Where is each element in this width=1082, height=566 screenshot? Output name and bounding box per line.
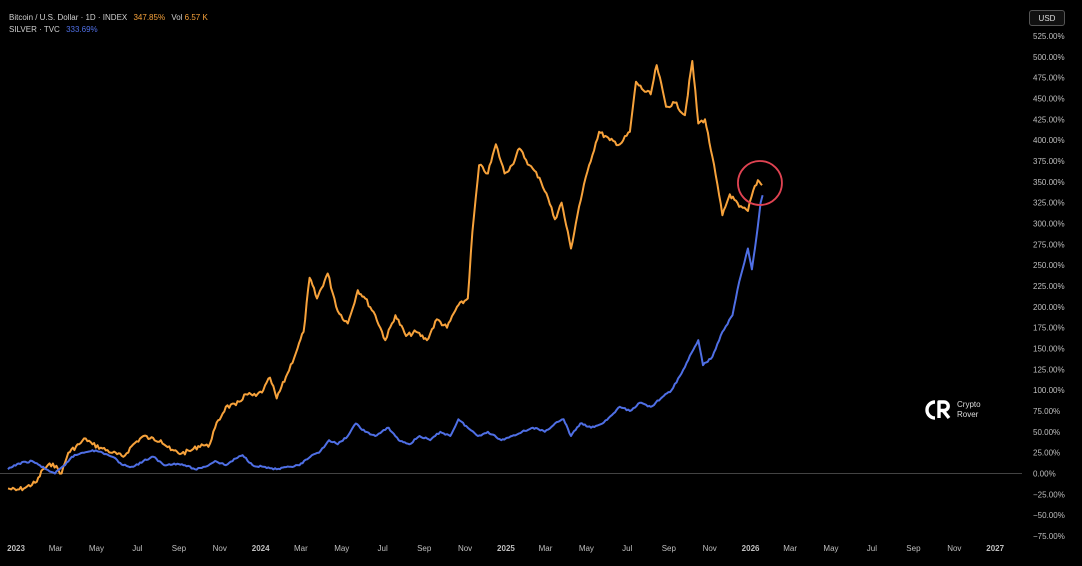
y-tick-label: 250.00% (1033, 261, 1065, 270)
x-axis: 2023 Mar May Jul Sep Nov 2024 Mar May Jul Sep Nov 20… (7, 544, 1004, 553)
y-tick-label: 175.00% (1033, 324, 1065, 333)
cr-logo-icon (925, 400, 951, 420)
watermark-logo: Crypto Rover (924, 398, 994, 422)
y-tick-label: 525.00% (1033, 32, 1065, 41)
x-tick-label: May (89, 544, 104, 553)
x-tick-label: Sep (906, 544, 921, 553)
currency-button[interactable]: USD (1029, 10, 1065, 26)
x-tick-label: Sep (417, 544, 432, 553)
silver-series-line[interactable] (7, 194, 764, 475)
x-tick-label: May (334, 544, 349, 553)
x-tick-label: Nov (947, 544, 961, 553)
highlight-circle (737, 160, 783, 206)
x-tick-label: 2024 (252, 544, 270, 553)
y-tick-label: 225.00% (1033, 282, 1065, 291)
y-tick-label: 100.00% (1033, 386, 1065, 395)
logo-text: Crypto Rover (957, 400, 981, 420)
y-tick-label: 200.00% (1033, 303, 1065, 312)
legend-silver-title: SILVER · TVC (9, 25, 60, 34)
x-tick-label: 2023 (7, 544, 25, 553)
x-tick-label: May (823, 544, 838, 553)
x-tick-label: Nov (703, 544, 717, 553)
y-tick-label: 275.00% (1033, 240, 1065, 249)
y-tick-label: 0.00% (1033, 470, 1056, 479)
x-tick-label: Mar (539, 544, 553, 553)
y-tick-label: 325.00% (1033, 199, 1065, 208)
y-tick-label: −75.00% (1033, 532, 1065, 541)
x-tick-label: 2027 (986, 544, 1004, 553)
legend-btc-vol-label: Vol (171, 13, 183, 22)
legend-btc-title: Bitcoin / U.S. Dollar · 1D · INDEX (9, 13, 128, 22)
logo-line2: Rover (957, 410, 979, 419)
y-tick-label: 400.00% (1033, 136, 1065, 145)
x-tick-label: Jul (622, 544, 632, 553)
legend-silver-value: 333.69% (66, 25, 98, 34)
logo-line1: Crypto (957, 400, 981, 409)
legend-btc-vol-value: 6.57 K (184, 13, 208, 22)
x-tick-label: Mar (783, 544, 797, 553)
y-tick-label: −50.00% (1033, 511, 1065, 520)
y-tick-label: −25.00% (1033, 490, 1065, 499)
y-tick-label: 500.00% (1033, 53, 1065, 62)
legend-row-silver[interactable]: SILVER · TVC 333.69% (9, 24, 212, 36)
x-tick-label: Jul (867, 544, 877, 553)
x-tick-label: Sep (662, 544, 677, 553)
x-tick-label: May (579, 544, 594, 553)
x-tick-label: 2025 (497, 544, 515, 553)
y-tick-label: 300.00% (1033, 220, 1065, 229)
y-tick-label: 450.00% (1033, 95, 1065, 104)
series-layer (7, 60, 764, 492)
y-tick-label: 125.00% (1033, 365, 1065, 374)
y-tick-label: 150.00% (1033, 345, 1065, 354)
x-tick-label: Jul (378, 544, 388, 553)
chart-legend: Bitcoin / U.S. Dollar · 1D · INDEX 347.8… (9, 12, 212, 36)
x-tick-label: Mar (294, 544, 308, 553)
y-tick-label: 425.00% (1033, 115, 1065, 124)
y-tick-label: 50.00% (1033, 428, 1060, 437)
x-tick-label: Nov (213, 544, 227, 553)
y-tick-label: 375.00% (1033, 157, 1065, 166)
y-tick-label: 475.00% (1033, 74, 1065, 83)
legend-btc-value: 347.85% (133, 13, 166, 22)
y-axis: 525.00% 500.00% 475.00% 450.00% 425.00% 400.0… (1033, 32, 1065, 541)
annotation-layer (737, 160, 783, 206)
legend-row-btc[interactable]: Bitcoin / U.S. Dollar · 1D · INDEX 347.8… (9, 12, 212, 24)
y-tick-label: 350.00% (1033, 178, 1065, 187)
y-tick-label: 75.00% (1033, 407, 1060, 416)
btc-series-line[interactable] (7, 60, 763, 492)
x-tick-label: 2026 (742, 544, 760, 553)
x-tick-label: Sep (172, 544, 187, 553)
x-tick-label: Nov (458, 544, 472, 553)
x-tick-label: Jul (132, 544, 142, 553)
x-tick-label: Mar (49, 544, 63, 553)
y-tick-label: 25.00% (1033, 449, 1060, 458)
